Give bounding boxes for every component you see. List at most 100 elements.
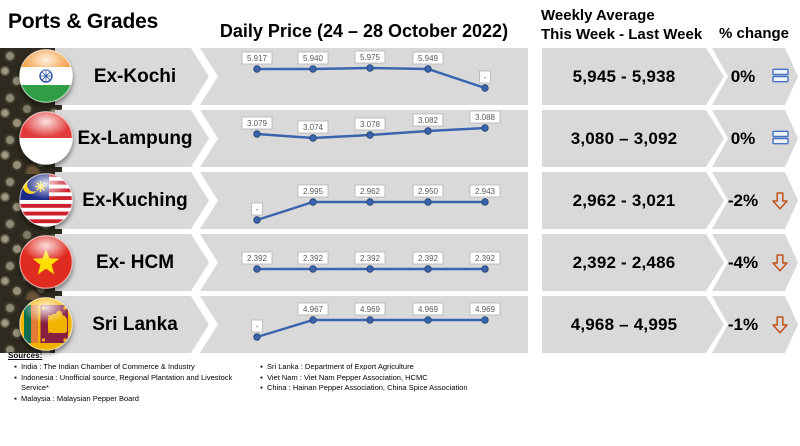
pct-band: 0% [712,110,798,167]
price-row-ex-kochi: 5.917 5.940 5.975 5.949 - 5,945 - 5,938 0% E… [0,48,800,105]
pct-change-heading: % change [718,25,790,42]
chart-band: - 2.995 2.962 2.950 2.943 [200,172,528,229]
pct-change-value: -1% [727,315,759,334]
svg-text:2.950: 2.950 [418,187,439,196]
svg-text:2.943: 2.943 [475,187,496,196]
pct-band: 0% [712,48,798,105]
no-change-icon [772,68,789,83]
malaysia-flag-badge [19,173,73,227]
india-flag-icon [19,49,73,103]
svg-text:2.392: 2.392 [303,254,324,263]
indonesia-flag-badge [19,111,73,165]
pct-band: -2% [712,172,798,229]
weekly-average-value: 2,962 - 3,021 [572,191,676,210]
port-label: Sri Lanka [92,314,178,335]
daily-price-line-chart: 2.392 2.392 2.392 2.392 2.392 [241,251,501,273]
svg-text:5.949: 5.949 [418,54,439,63]
down-arrow-icon [772,316,788,334]
pct-change-value: -4% [727,253,759,272]
svg-text:2.392: 2.392 [360,254,381,263]
source-item: ▪ Malaysia : Malaysian Pepper Board [14,393,139,403]
svg-text:3.088: 3.088 [475,113,496,122]
port-band [55,234,209,291]
daily-price-line-chart: 3.079 3.074 3.078 3.082 3.088 [241,110,501,142]
trend-icon [772,68,790,86]
weekly-average-heading: Weekly Average This Week - Last Week [541,6,702,44]
price-row-sri-lanka: -4.967 4.969 4.969 4.969 4,968 – 4,995 -1% … [0,296,800,353]
sources-column-left: ▪ India : The Indian Chamber of Commerce … [10,362,255,404]
sources-column-right: ▪ Sri Lanka : Department of Export Agricu… [256,362,556,394]
port-band [55,48,209,105]
chart-band: 3.079 3.074 3.078 3.082 3.088 [200,110,528,167]
down-arrow-icon [772,192,788,210]
svg-text:-: - [484,73,487,82]
sources-section: Sources: ▪ India : The Indian Chamber of … [8,351,788,403]
daily-price-line-chart: 5.917 5.940 5.975 5.949 - [241,50,491,92]
svg-text:-: - [256,322,259,331]
port-band [55,172,209,229]
price-row-ex-kuching: - 2.995 2.962 2.950 2.943 2,962 - 3,021 -2% [0,172,800,229]
pct-change-value: 0% [730,129,756,148]
sources-heading: Sources: [8,351,43,360]
svg-text:5.975: 5.975 [360,53,381,62]
svg-text:3.079: 3.079 [247,119,268,128]
pct-change-value: 0% [730,67,756,86]
vietnam-flag-badge [19,235,73,289]
weekly-average-line2: This Week - Last Week [541,26,703,43]
no-change-icon [772,130,789,145]
weekly-band: 4,968 – 4,995 [542,296,724,353]
malaysia-flag-icon [19,173,73,227]
indonesia-flag-icon [19,111,73,165]
sri-lanka-flag-icon [19,297,73,351]
trend-icon [772,192,790,210]
chart-band: 5.917 5.940 5.975 5.949 - [200,48,528,105]
weekly-band: 2,392 - 2,486 [542,234,724,291]
weekly-average-value: 5,945 - 5,938 [572,67,676,86]
price-row-ex-hcm: 2.392 2.392 2.392 2.392 2.392 2,392 - 2,486 … [0,234,800,291]
svg-text:3.082: 3.082 [418,116,439,125]
india-flag-badge [19,49,73,103]
trend-icon [772,316,790,334]
down-arrow-icon [772,254,788,272]
svg-text:2.392: 2.392 [475,254,496,263]
port-label: Ex- HCM [95,252,175,273]
weekly-average-value: 3,080 – 3,092 [570,129,678,148]
trend-icon [772,130,790,148]
weekly-band: 3,080 – 3,092 [542,110,724,167]
daily-price-line-chart: - 2.995 2.962 2.950 2.943 [251,184,501,224]
svg-text:2.392: 2.392 [418,254,439,263]
daily-price-heading: Daily Price (24 – 28 October 2022) [219,21,509,41]
svg-text:3.074: 3.074 [303,123,324,132]
port-band [55,296,209,353]
svg-text:2.392: 2.392 [247,254,268,263]
port-label: Ex-Kuching [82,190,188,211]
pct-change-value: -2% [727,191,759,210]
svg-text:4.969: 4.969 [475,305,496,314]
source-item: ▪ India : The Indian Chamber of Commerce … [14,362,195,371]
chart-band: 2.392 2.392 2.392 2.392 2.392 [200,234,528,291]
source-item: ▪ Indonesia : Unofficial source, Regional… [14,372,233,393]
trend-icon [772,254,790,272]
svg-text:5.940: 5.940 [303,54,324,63]
svg-text:4.969: 4.969 [360,305,381,314]
ports-grades-heading: Ports & Grades [8,10,159,33]
weekly-average-line1: Weekly Average [541,7,655,24]
port-label: Ex-Kochi [93,66,177,87]
sri-lanka-flag-badge [19,297,73,351]
source-item: ▪ Viet Nam : Viet Nam Pepper Association,… [260,372,428,382]
svg-text:-: - [256,205,259,214]
svg-text:4.969: 4.969 [418,305,439,314]
weekly-band: 5,945 - 5,938 [542,48,724,105]
port-label: Ex-Lampung [77,128,193,149]
chart-band: - 4.967 4.969 4.969 4.969 [200,296,528,353]
source-item: ▪ China : Hainan Pepper Association, Chin… [260,383,468,392]
daily-price-line-chart: - 4.967 4.969 4.969 4.969 [251,302,501,341]
weekly-average-value: 2,392 - 2,486 [572,253,676,272]
svg-text:4.967: 4.967 [303,305,324,314]
source-item: ▪ Sri Lanka : Department of Export Agricu… [260,362,414,371]
svg-text:3.078: 3.078 [360,120,381,129]
price-row-ex-lampung: 3.079 3.074 3.078 3.082 3.088 3,080 – 3,092 … [0,110,800,167]
svg-text:2.962: 2.962 [360,187,381,196]
pct-band: -4% [712,234,798,291]
